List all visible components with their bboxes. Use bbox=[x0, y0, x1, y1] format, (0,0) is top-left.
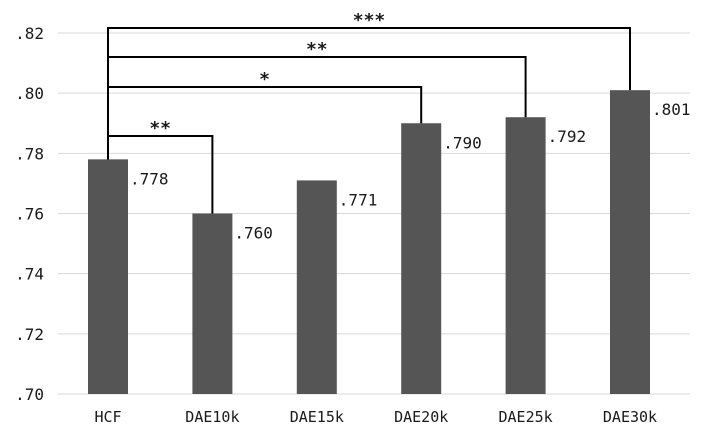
y-tick-label: .70 bbox=[15, 385, 44, 404]
bars bbox=[88, 90, 650, 395]
significance-label: ** bbox=[306, 39, 328, 60]
bar-dae30k bbox=[610, 90, 650, 395]
category-label: DAE20k bbox=[394, 408, 448, 426]
data-label: .801 bbox=[652, 100, 691, 119]
bar-dae20k bbox=[401, 123, 442, 394]
category-label: DAE10k bbox=[185, 408, 239, 426]
data-labels: .778 .760 .771 .790 .792 .801 bbox=[130, 100, 691, 242]
grid-lines bbox=[58, 32, 690, 395]
data-label: .792 bbox=[548, 127, 587, 146]
y-tick-label: .80 bbox=[15, 84, 44, 103]
data-label: .760 bbox=[234, 224, 273, 243]
data-label: .778 bbox=[130, 169, 169, 188]
y-tick-label: .82 bbox=[15, 24, 44, 43]
y-tick-label: .74 bbox=[15, 265, 44, 284]
bar-dae15k bbox=[296, 180, 337, 394]
bar-dae25k bbox=[505, 117, 546, 394]
data-label: .771 bbox=[339, 190, 378, 209]
significance-label: * bbox=[259, 69, 270, 90]
significance-label: ** bbox=[149, 118, 171, 139]
y-tick-label: .78 bbox=[15, 144, 44, 163]
bar-hcf bbox=[88, 159, 128, 394]
category-label: DAE15k bbox=[290, 408, 344, 426]
category-label: DAE25k bbox=[499, 408, 553, 426]
y-tick-label: .72 bbox=[15, 325, 44, 344]
bar-dae10k bbox=[192, 213, 233, 394]
y-axis-ticks: .70 .72 .74 .76 .78 .80 .82 bbox=[15, 24, 44, 404]
significance-brackets: ******** bbox=[107, 10, 631, 214]
x-axis-categories: HCF DAE10k DAE15k DAE20k DAE25k DAE30k bbox=[94, 408, 657, 426]
significance-label: *** bbox=[353, 10, 386, 31]
significance-bracket bbox=[107, 27, 631, 160]
data-label: .790 bbox=[443, 133, 482, 152]
category-label: DAE30k bbox=[603, 408, 657, 426]
category-label: HCF bbox=[94, 408, 121, 426]
y-tick-label: .76 bbox=[15, 205, 44, 224]
